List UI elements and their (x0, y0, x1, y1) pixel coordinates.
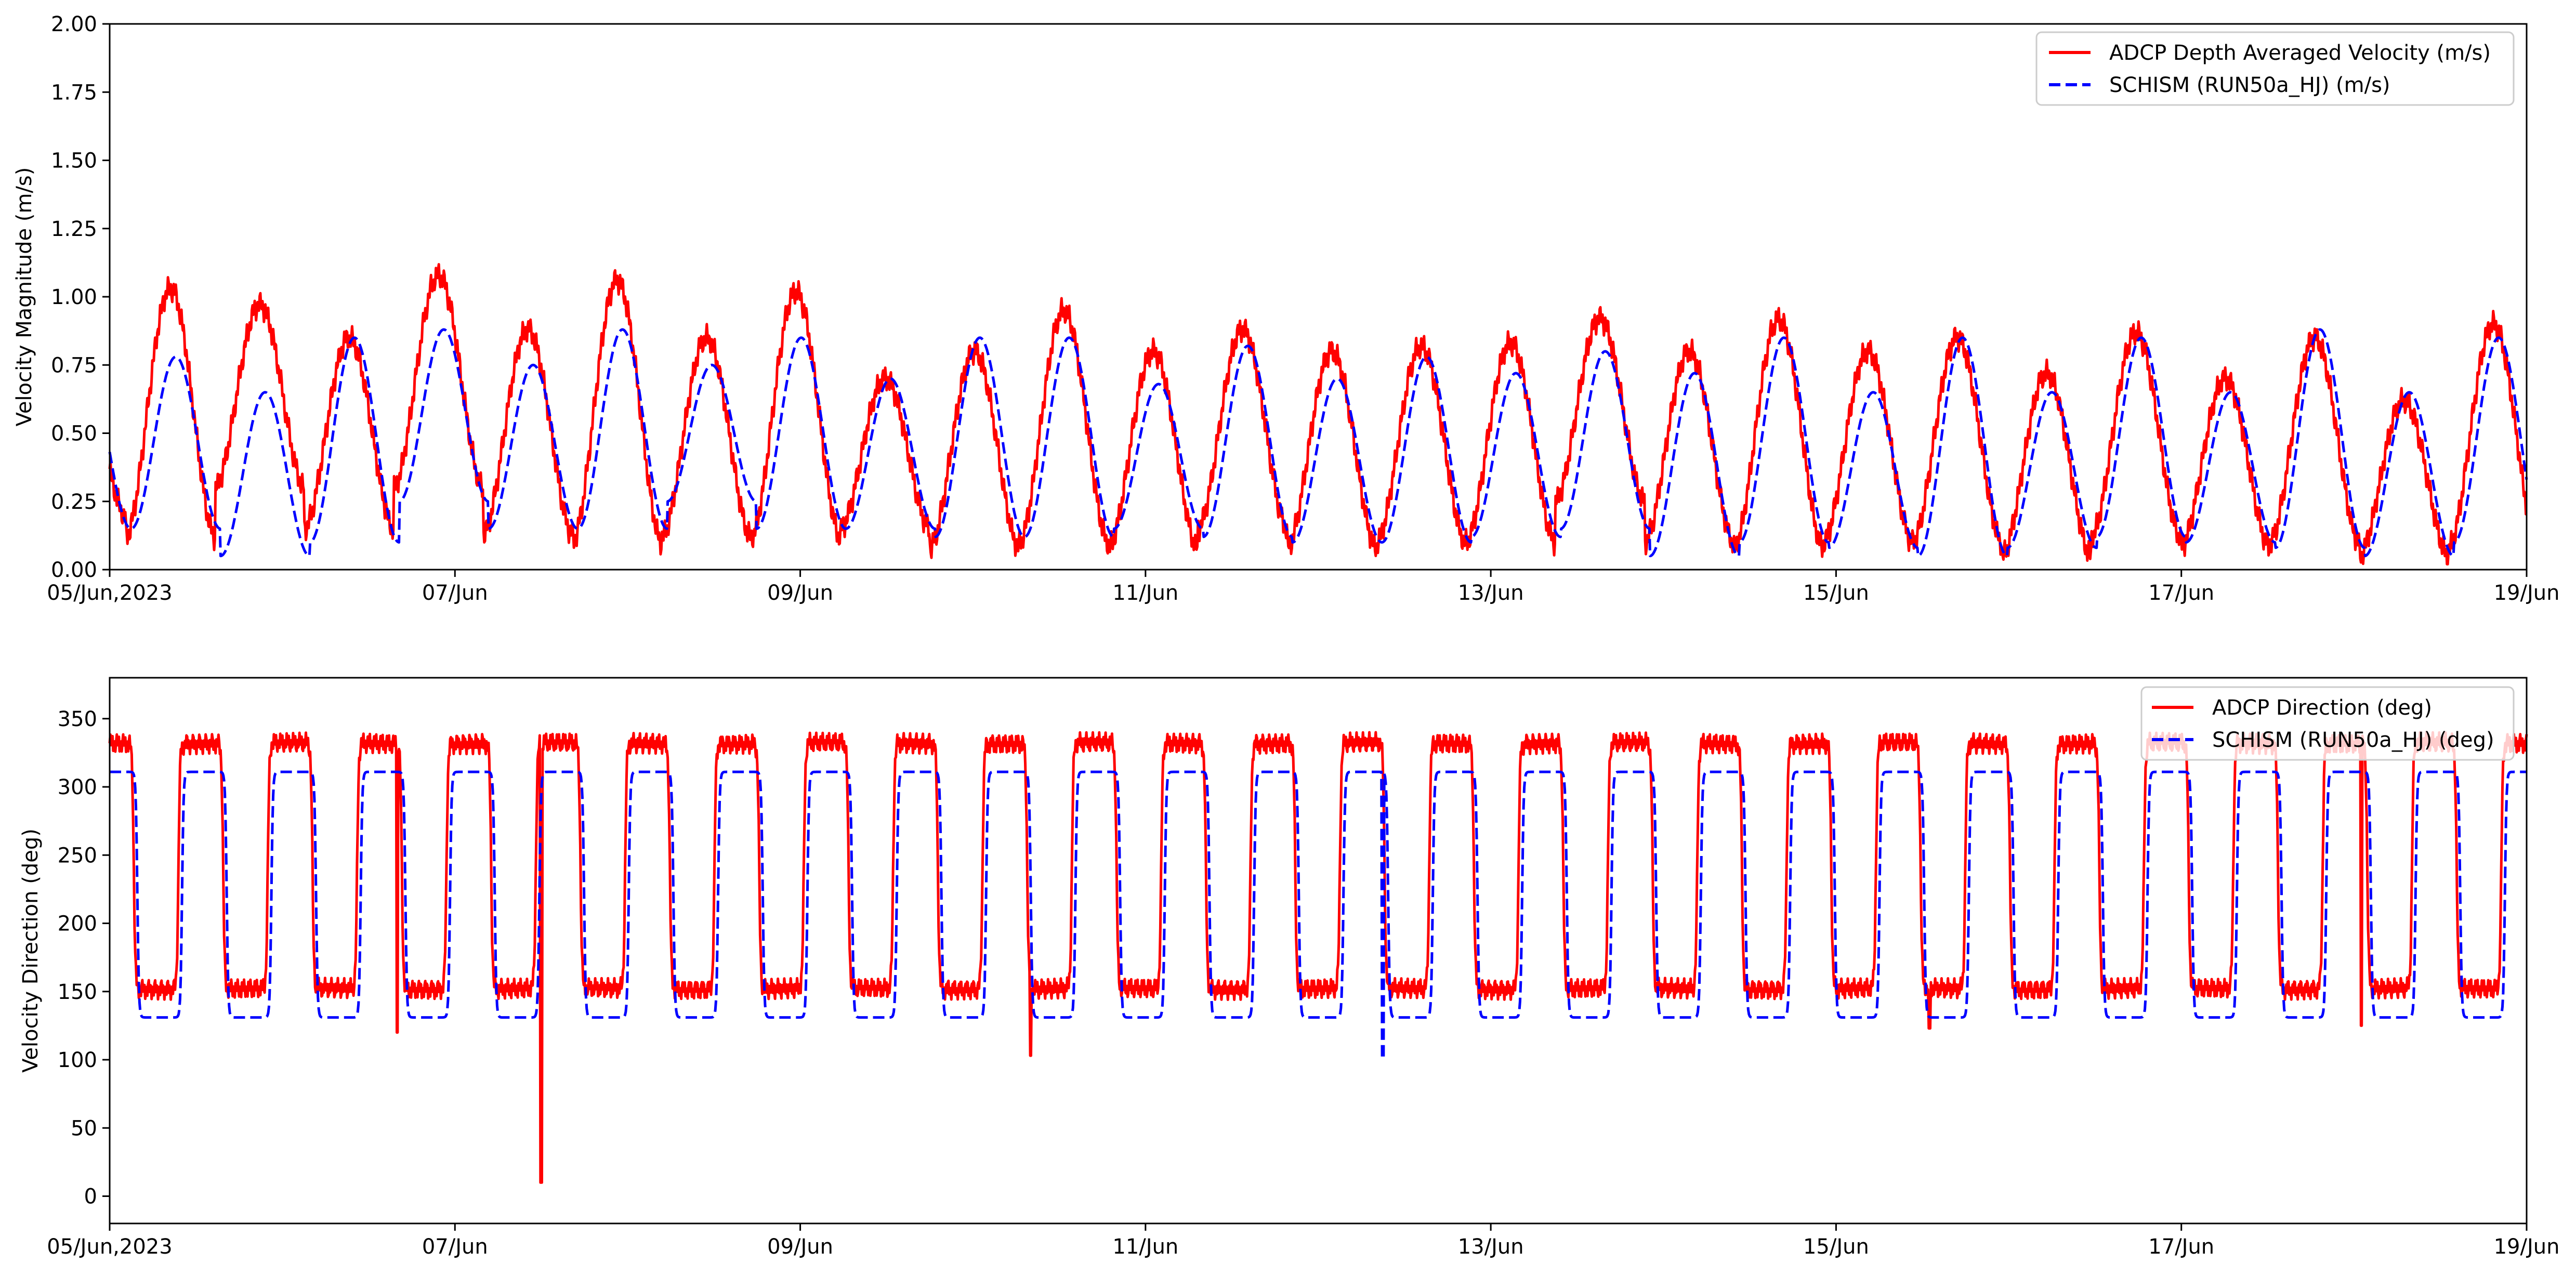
velocity-magnitude-y-tick-label: 1.25 (51, 217, 97, 241)
velocity-direction-x-tick-label: 05/Jun,2023 (47, 1235, 172, 1259)
velocity-direction-x-tick-label: 13/Jun (1458, 1235, 1524, 1259)
velocity-direction-series-line-1 (109, 770, 2528, 1060)
velocity-magnitude-legend: ADCP Depth Averaged Velocity (m/s) SCHIS… (2035, 31, 2515, 106)
velocity-magnitude-y-tick-label: 1.50 (51, 149, 97, 173)
legend-label-adcp-velocity: ADCP Depth Averaged Velocity (m/s) (2109, 41, 2491, 65)
velocity-direction-y-tick-label: 150 (58, 980, 97, 1004)
velocity-direction-y-tick-label: 250 (58, 844, 97, 867)
velocity-direction-y-tick-label: 100 (58, 1048, 97, 1072)
velocity-magnitude-x-tick-label: 15/Jun (1803, 581, 1869, 605)
velocity-magnitude-x-tick-label: 11/Jun (1112, 581, 1178, 605)
velocity-direction-y-axis-label: Velocity Direction (deg) (19, 828, 43, 1073)
velocity-direction-x-ticks: 05/Jun,2023 07/Jun 09/Jun 11/Jun 13/Jun 15/Ju… (47, 1223, 2559, 1259)
velocity-magnitude-x-tick-label: 13/Jun (1458, 581, 1524, 605)
velocity-magnitude-panel: 05/Jun,2023 07/Jun 09/Jun 11/Jun 13/Jun 15/Ju… (12, 12, 2559, 605)
velocity-magnitude-y-tick-label: 1.75 (51, 81, 97, 104)
velocity-direction-y-ticks: 0 50 100 150 200 250 300 350 (58, 707, 110, 1209)
velocity-magnitude-y-axis-label: Velocity Magnitude (m/s) (12, 167, 36, 427)
velocity-direction-legend-box (2140, 686, 2515, 761)
velocity-magnitude-series (108, 263, 2528, 565)
velocity-magnitude-y-tick-label: 0.25 (51, 490, 97, 514)
velocity-magnitude-y-tick-label: 0.00 (51, 558, 97, 582)
velocity-magnitude-x-tick-label: 05/Jun,2023 (47, 581, 172, 605)
velocity-magnitude-y-tick-label: 0.50 (51, 422, 97, 446)
legend-label-schism-velocity: SCHISM (RUN50a_HJ) (m/s) (2109, 73, 2390, 97)
velocity-direction-y-tick-label: 50 (71, 1116, 97, 1140)
velocity-direction-x-tick-label: 11/Jun (1112, 1235, 1178, 1259)
velocity-magnitude-y-tick-label: 0.75 (51, 353, 97, 377)
velocity-direction-series (108, 731, 2528, 1184)
velocity-direction-x-tick-label: 19/Jun (2494, 1235, 2560, 1259)
velocity-magnitude-x-tick-label: 17/Jun (2148, 581, 2214, 605)
velocity-magnitude-x-tick-label: 09/Jun (767, 581, 833, 605)
velocity-direction-panel: 05/Jun,2023 07/Jun 09/Jun 11/Jun 13/Jun 15/Ju… (19, 677, 2559, 1259)
velocity-magnitude-y-tick-label: 1.00 (51, 285, 97, 309)
velocity-magnitude-y-ticks: 0.00 0.25 0.50 0.75 1.00 1.25 1.50 1.75 2.00 (51, 12, 110, 582)
velocity-magnitude-x-ticks: 05/Jun,2023 07/Jun 09/Jun 11/Jun 13/Jun 15/Ju… (47, 570, 2559, 605)
velocity-direction-y-tick-label: 200 (58, 912, 97, 936)
velocity-direction-y-tick-label: 0 (84, 1185, 97, 1209)
legend-label-adcp-direction: ADCP Direction (deg) (2212, 696, 2432, 720)
velocity-magnitude-x-tick-label: 19/Jun (2494, 581, 2560, 605)
velocity-direction-x-tick-label: 17/Jun (2148, 1235, 2214, 1259)
velocity-direction-x-tick-label: 15/Jun (1803, 1235, 1869, 1259)
velocity-magnitude-series-line-0 (108, 263, 2528, 565)
velocity-direction-plot-frame (109, 677, 2528, 1225)
velocity-magnitude-y-tick-label: 2.00 (51, 12, 97, 36)
velocity-direction-legend: ADCP Direction (deg) SCHISM (RUN50a_HJ) … (2140, 686, 2515, 761)
velocity-magnitude-series-line-1 (108, 328, 2528, 558)
velocity-direction-series-line-0 (108, 731, 2528, 1184)
velocity-magnitude-legend-box (2035, 31, 2515, 106)
velocity-direction-x-tick-label: 07/Jun (422, 1235, 488, 1259)
velocity-direction-x-tick-label: 09/Jun (767, 1235, 833, 1259)
velocity-magnitude-x-tick-label: 07/Jun (422, 581, 488, 605)
velocity-direction-y-tick-label: 300 (58, 775, 97, 799)
velocity-direction-y-tick-label: 350 (58, 707, 97, 731)
legend-label-schism-direction: SCHISM (RUN50a_HJ) (deg) (2212, 728, 2494, 752)
